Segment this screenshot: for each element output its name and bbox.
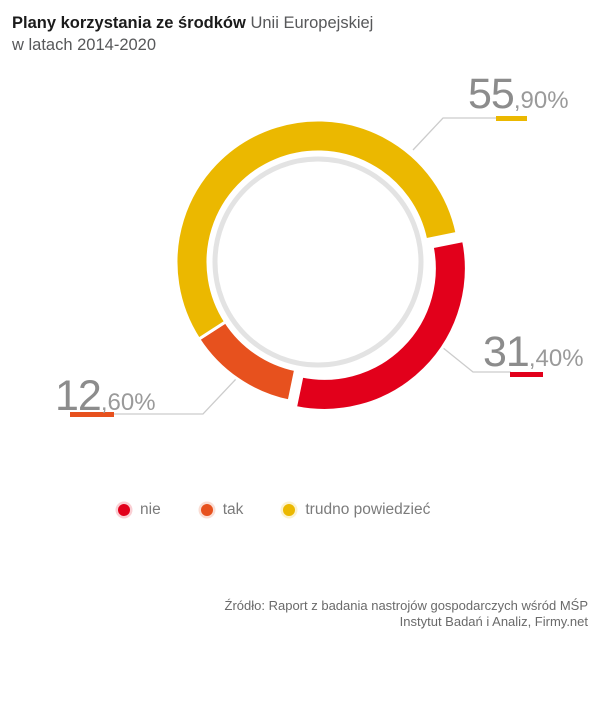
legend-item-trudno-powiedziec: trudno powiedzieć [283,501,430,519]
inner-ring [212,156,424,368]
data-label-decimal: ,90% [513,87,569,114]
chart-title-line2: w latach 2014-2020 [12,36,157,54]
legend-label: trudno powiedzieć [305,501,431,518]
source-line1: Źródło: Raport z badania nastrojów gospo… [224,598,588,613]
data-label-value: 12 [55,372,102,420]
data-label-nie: 31,40% [483,331,584,374]
chart-title: Plany korzystania ze środków Unii Europe… [12,12,373,56]
data-label-value: 55 [468,70,515,118]
chart-title-line1: Plany korzystania ze środków Unii Europe… [12,12,373,34]
donut-segment-nie [293,238,468,412]
source-note: Źródło: Raport z badania nastrojów gospo… [225,598,588,630]
legend-label: nie [140,501,161,518]
legend-item-tak: tak [200,501,244,519]
data-label-value: 31 [483,328,530,376]
donut-segment-tak [196,319,298,403]
legend-dot-icon [118,504,130,516]
donut-segment-trudno-powiedzieć [174,118,459,342]
chart-title-regular: Unii Europejskiej [250,14,374,32]
data-label-decimal: ,40% [528,345,584,372]
chart-legend: nie tak trudno powiedzieć [118,501,430,519]
legend-dot-icon [283,504,296,516]
chart-title-bold: Plany korzystania ze środków [12,14,246,32]
data-label-tak: 12,60% [55,375,156,418]
source-line2: Instytut Badań i Analiz, Firmy.net [399,614,588,629]
data-label-decimal: ,60% [100,389,156,416]
legend-item-nie: nie [118,501,161,519]
legend-label: tak [222,501,244,518]
legend-dot-icon [200,504,213,516]
data-label-trudno-powiedziec: 55,90% [468,73,569,116]
